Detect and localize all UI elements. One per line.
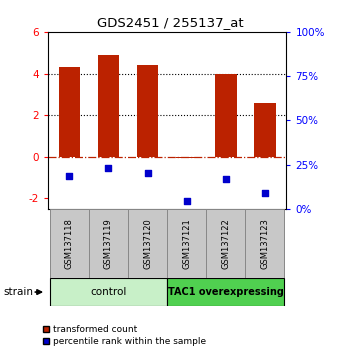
Bar [167, 278, 284, 306]
Text: GSM137121: GSM137121 [182, 218, 191, 269]
Point [66, 173, 72, 178]
Point [262, 190, 268, 196]
Text: GSM137119: GSM137119 [104, 218, 113, 269]
Text: GSM137122: GSM137122 [221, 218, 230, 269]
Point [184, 198, 189, 203]
Point [145, 171, 150, 176]
Bar [137, 65, 158, 157]
Bar [98, 55, 119, 157]
Text: GDS2451 / 255137_at: GDS2451 / 255137_at [97, 16, 244, 29]
Bar [128, 209, 167, 278]
Bar [254, 103, 276, 157]
Text: control: control [90, 287, 127, 297]
Bar [59, 67, 80, 157]
Bar [206, 209, 246, 278]
Bar [176, 157, 197, 159]
Bar [89, 209, 128, 278]
Bar [50, 209, 89, 278]
Text: GSM137120: GSM137120 [143, 218, 152, 269]
Bar [246, 209, 284, 278]
Legend: transformed count, percentile rank within the sample: transformed count, percentile rank withi… [39, 321, 210, 349]
Bar [215, 74, 237, 157]
Bar [50, 278, 167, 306]
Point [223, 176, 228, 182]
Bar [167, 209, 206, 278]
Text: TAC1 overexpressing: TAC1 overexpressing [168, 287, 284, 297]
Text: GSM137123: GSM137123 [261, 218, 269, 269]
Text: strain: strain [3, 287, 33, 297]
Point [106, 165, 111, 171]
Text: GSM137118: GSM137118 [65, 218, 74, 269]
